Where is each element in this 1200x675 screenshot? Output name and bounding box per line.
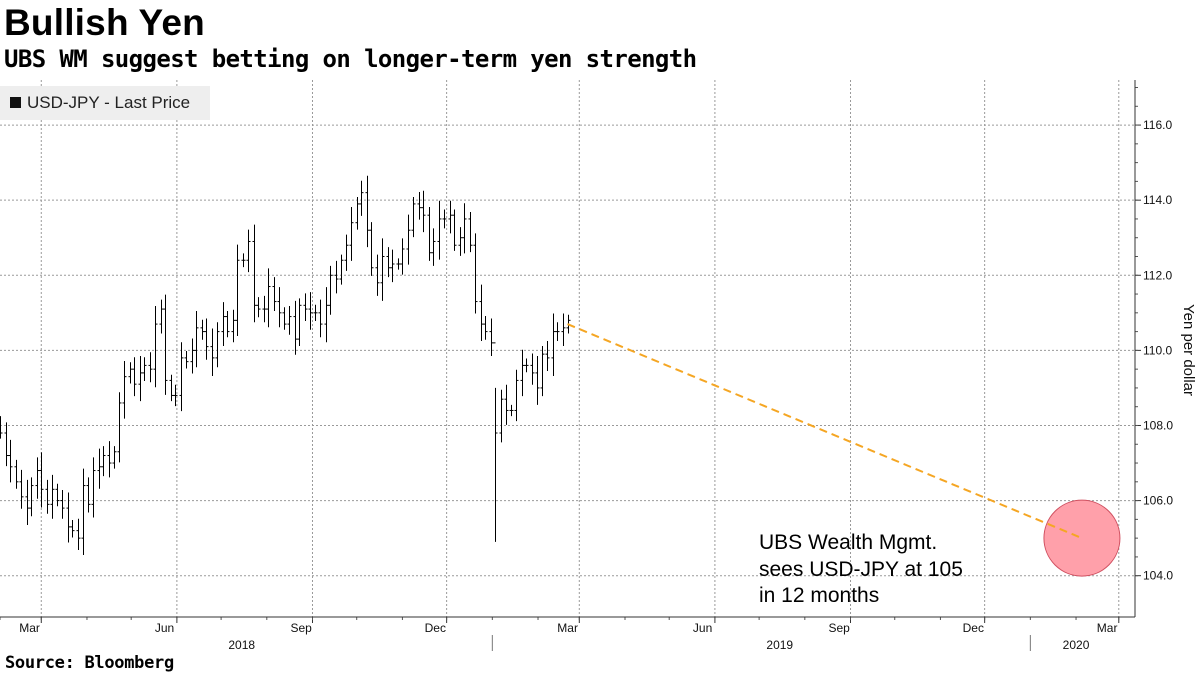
gridlines <box>0 80 1135 617</box>
year-label: 2019 <box>766 638 793 652</box>
y-tick-label: 110.0 <box>1143 343 1172 357</box>
year-label: 2018 <box>228 638 255 652</box>
legend-label: USD-JPY - Last Price <box>27 93 190 112</box>
x-tick-label: Dec <box>963 621 984 635</box>
x-tick-label: Dec <box>425 621 446 635</box>
annotation-line-2: sees USD-JPY at 105 <box>759 558 963 581</box>
x-tick-label: Mar <box>19 621 40 635</box>
x-tick-label: Jun <box>693 621 712 635</box>
y-tick-label: 116.0 <box>1143 118 1172 132</box>
y-tick-label: 112.0 <box>1143 268 1172 282</box>
annotation-line-1: UBS Wealth Mgmt. <box>759 531 937 554</box>
legend-background <box>0 86 210 120</box>
y-axis-label: Yen per dollar <box>1180 304 1197 396</box>
x-tick-label: Mar <box>1097 621 1118 635</box>
axes: 116.0 114.0 112.0 110.0 108.0 106.0 104.0 Mar Ju… <box>0 80 1173 652</box>
legend-swatch <box>10 97 21 108</box>
chart-title: Bullish Yen <box>4 2 205 43</box>
target-circle <box>1043 499 1121 577</box>
legend: USD-JPY - Last Price <box>0 86 210 120</box>
x-tick-label: Mar <box>557 621 578 635</box>
y-tick-label: 108.0 <box>1143 418 1173 432</box>
y-tick-label: 106.0 <box>1143 494 1173 508</box>
x-tick-label: Jun <box>155 621 174 635</box>
forecast-overlay <box>567 323 1121 577</box>
y-tick-label: 104.0 <box>1143 569 1173 583</box>
chart-subtitle: UBS WM suggest betting on longer-term ye… <box>4 45 697 73</box>
y-tick-label: 114.0 <box>1143 193 1172 207</box>
annotation-line-3: in 12 months <box>759 584 879 607</box>
forecast-line <box>567 323 1083 540</box>
source-note: Source: Bloomberg <box>5 653 174 673</box>
price-bars <box>0 175 571 556</box>
x-tick-label: Sep <box>290 621 312 635</box>
year-label: 2020 <box>1063 638 1090 652</box>
x-tick-label: Sep <box>829 621 851 635</box>
